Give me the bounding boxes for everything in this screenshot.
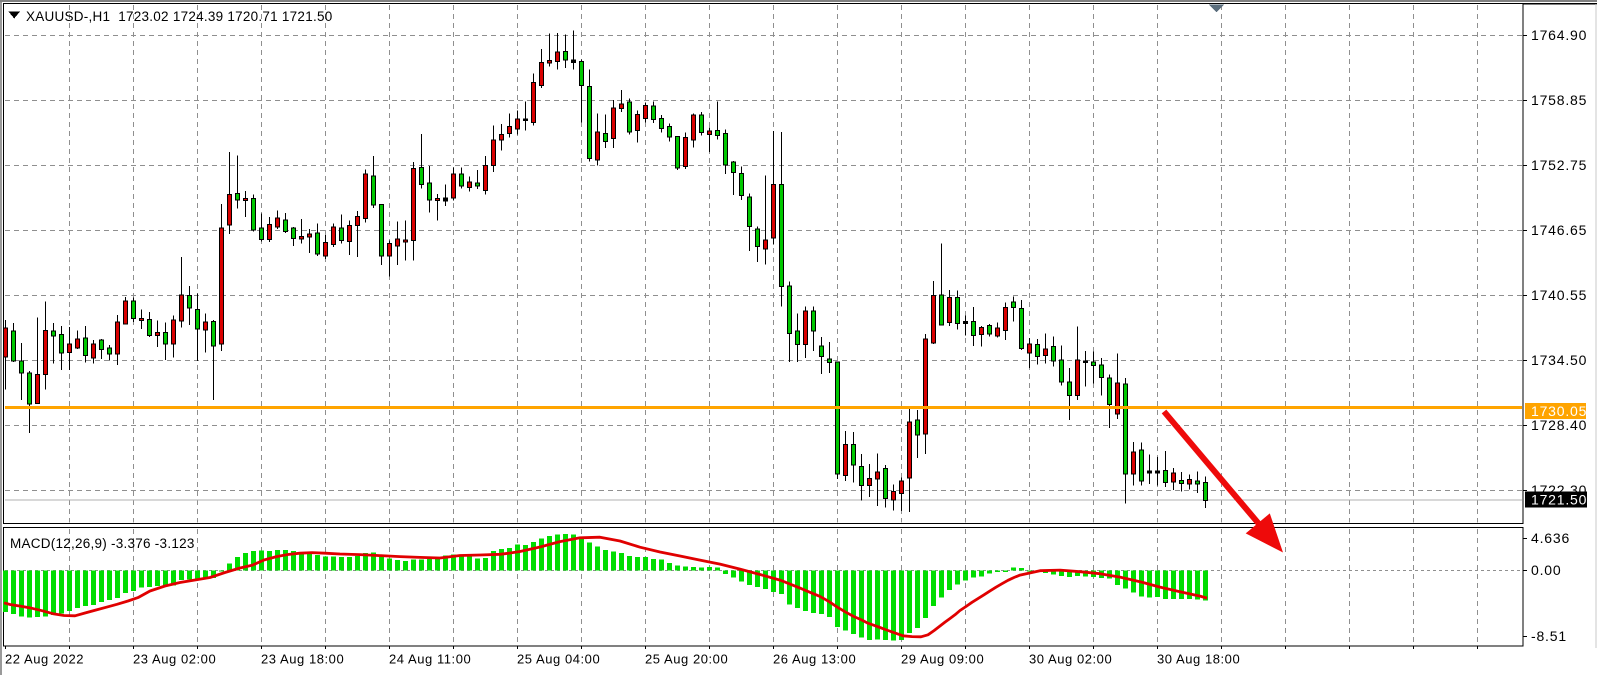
svg-text:25 Aug 20:00: 25 Aug 20:00 xyxy=(645,652,728,667)
svg-text:XAUUSD-,H1 1723.02 1724.39 17: XAUUSD-,H1 1723.02 1724.39 1720.71 1721.… xyxy=(26,9,332,24)
svg-text:-8.51: -8.51 xyxy=(1531,628,1567,644)
svg-text:24 Aug 11:00: 24 Aug 11:00 xyxy=(389,652,471,667)
svg-text:1746.65: 1746.65 xyxy=(1531,222,1587,238)
svg-text:22 Aug 2022: 22 Aug 2022 xyxy=(5,652,84,667)
svg-text:1764.90: 1764.90 xyxy=(1531,27,1587,43)
svg-text:1721.50: 1721.50 xyxy=(1531,492,1587,508)
svg-text:30 Aug 02:00: 30 Aug 02:00 xyxy=(1029,652,1112,667)
svg-text:30 Aug 18:00: 30 Aug 18:00 xyxy=(1157,652,1240,667)
svg-text:MACD(12,26,9) -3.376 -3.123: MACD(12,26,9) -3.376 -3.123 xyxy=(10,536,195,551)
svg-text:1758.85: 1758.85 xyxy=(1531,92,1587,108)
svg-text:1752.75: 1752.75 xyxy=(1531,157,1587,173)
svg-text:23 Aug 18:00: 23 Aug 18:00 xyxy=(261,652,344,667)
svg-text:26 Aug 13:00: 26 Aug 13:00 xyxy=(773,652,856,667)
svg-text:25 Aug 04:00: 25 Aug 04:00 xyxy=(517,652,600,667)
svg-text:1728.40: 1728.40 xyxy=(1531,417,1587,433)
svg-text:23 Aug 02:00: 23 Aug 02:00 xyxy=(133,652,216,667)
svg-text:1734.50: 1734.50 xyxy=(1531,352,1587,368)
svg-text:4.636: 4.636 xyxy=(1531,530,1570,546)
svg-text:1740.55: 1740.55 xyxy=(1531,287,1587,303)
svg-text:29 Aug 09:00: 29 Aug 09:00 xyxy=(901,652,984,667)
svg-text:0.00: 0.00 xyxy=(1531,562,1561,578)
svg-text:1730.05: 1730.05 xyxy=(1531,403,1587,419)
